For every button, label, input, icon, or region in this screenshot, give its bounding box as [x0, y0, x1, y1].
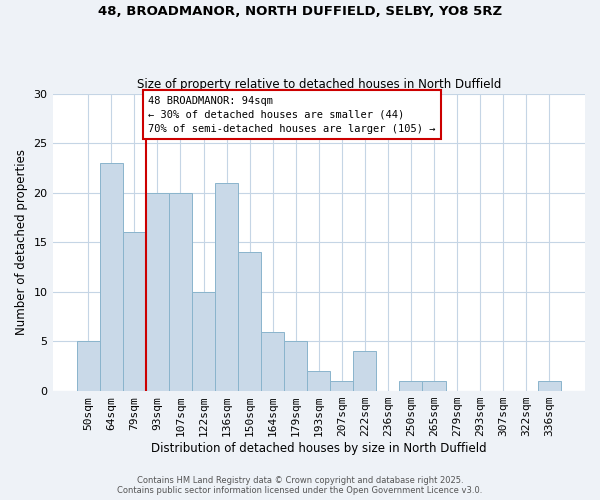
Y-axis label: Number of detached properties: Number of detached properties — [15, 150, 28, 336]
Text: 48 BROADMANOR: 94sqm
← 30% of detached houses are smaller (44)
70% of semi-detac: 48 BROADMANOR: 94sqm ← 30% of detached h… — [148, 96, 436, 134]
Bar — [538, 381, 561, 391]
Bar — [261, 332, 284, 391]
Bar — [100, 163, 123, 391]
Bar — [330, 381, 353, 391]
Bar — [284, 342, 307, 391]
Bar — [422, 381, 446, 391]
Bar — [123, 232, 146, 391]
Text: Contains HM Land Registry data © Crown copyright and database right 2025.
Contai: Contains HM Land Registry data © Crown c… — [118, 476, 482, 495]
Bar — [307, 371, 330, 391]
Bar — [77, 342, 100, 391]
Bar — [353, 352, 376, 391]
Bar — [192, 292, 215, 391]
Bar — [400, 381, 422, 391]
Text: 48, BROADMANOR, NORTH DUFFIELD, SELBY, YO8 5RZ: 48, BROADMANOR, NORTH DUFFIELD, SELBY, Y… — [98, 5, 502, 18]
Title: Size of property relative to detached houses in North Duffield: Size of property relative to detached ho… — [137, 78, 501, 91]
Bar — [238, 252, 261, 391]
X-axis label: Distribution of detached houses by size in North Duffield: Distribution of detached houses by size … — [151, 442, 487, 455]
Bar — [215, 183, 238, 391]
Bar — [146, 192, 169, 391]
Bar — [169, 192, 192, 391]
